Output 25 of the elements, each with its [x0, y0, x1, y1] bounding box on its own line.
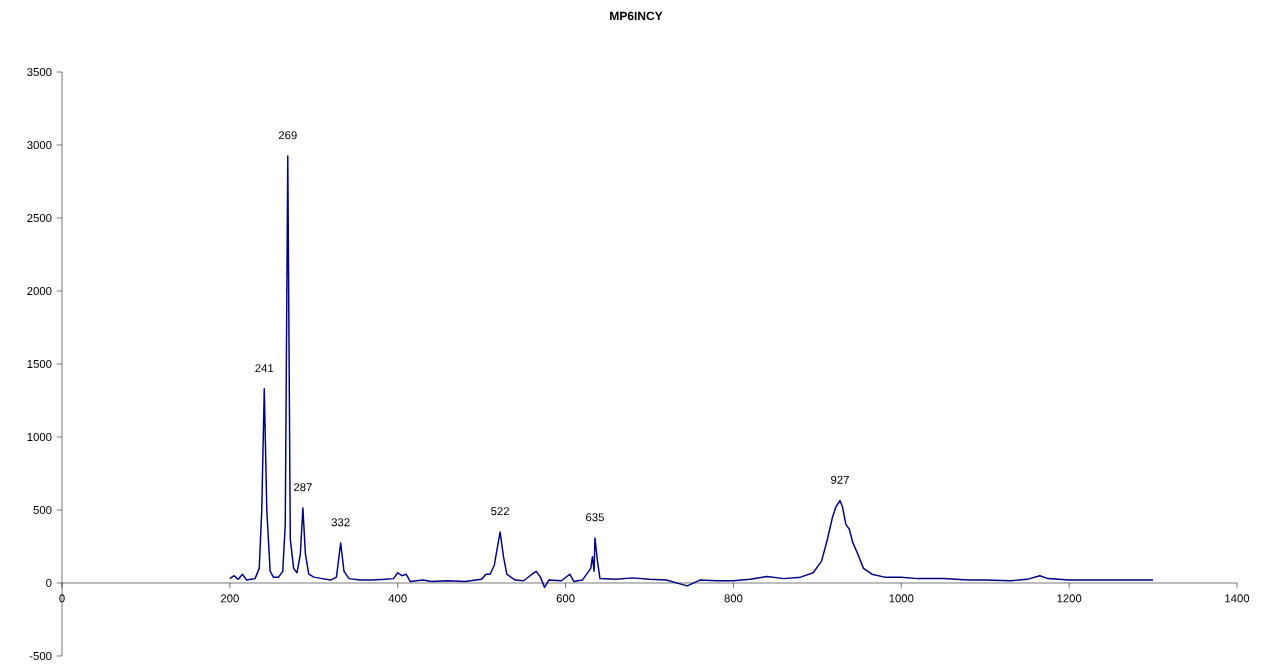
y-tick-label: 1000: [27, 432, 52, 441]
x-tick-label: 1000: [889, 594, 914, 603]
annotation: 269: [278, 131, 297, 140]
y-tick-label: 3500: [27, 67, 52, 76]
annotation: 287: [293, 483, 312, 492]
y-tick-label: -500: [29, 651, 52, 660]
y-tick-label: 500: [33, 505, 52, 514]
x-tick-label: 200: [220, 594, 239, 603]
y-tick-label: 1500: [27, 359, 52, 368]
annotation: 241: [255, 364, 274, 373]
x-tick-label: 1200: [1057, 594, 1082, 603]
y-tick-label: 2000: [27, 286, 52, 295]
annotation: 927: [831, 475, 849, 484]
annotation: 522: [491, 507, 509, 516]
x-tick-label: 400: [388, 594, 407, 603]
y-tick-label: 0: [46, 578, 52, 587]
x-tick-label: 0: [59, 594, 65, 603]
chart-title: MP6INCY: [610, 11, 663, 21]
x-tick-label: 1400: [1225, 594, 1250, 603]
x-tick-label: 800: [724, 594, 743, 603]
annotation: 635: [586, 513, 604, 522]
annotation: 332: [331, 518, 350, 527]
y-tick-label: 2500: [27, 213, 52, 222]
y-tick-label: 3000: [27, 140, 52, 149]
x-tick-label: 600: [556, 594, 575, 603]
